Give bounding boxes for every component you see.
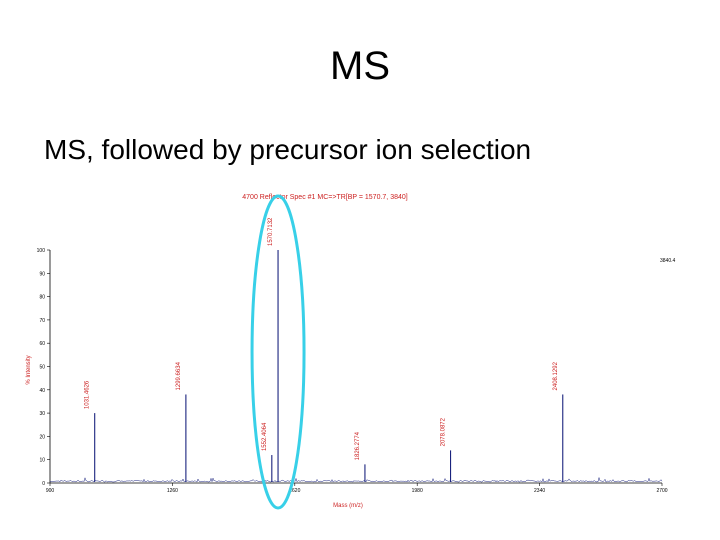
peak-label: 1826.2774 — [355, 431, 361, 460]
peak-label: 2408.1292 — [553, 361, 559, 390]
peak-label: 1031.4626 — [85, 380, 91, 409]
y-axis-label: % Intensity — [26, 355, 32, 384]
precursor-selection-ellipse — [250, 194, 306, 510]
slide-title: MS — [330, 44, 390, 88]
y-tick-label: 0 — [42, 481, 45, 487]
intensity-max-label: 3840.4 — [660, 258, 676, 264]
peak-label: 1299.6634 — [176, 361, 182, 390]
y-tick-label: 30 — [39, 411, 45, 417]
x-tick-label: 900 — [46, 488, 55, 494]
y-tick-label: 50 — [39, 365, 45, 371]
baseline-trace — [49, 476, 663, 483]
y-tick-label: 20 — [39, 434, 45, 440]
bullet-text: MS, followed by precursor ion selection — [44, 134, 532, 165]
y-tick-label: 60 — [39, 341, 45, 347]
y-tick-label: 70 — [39, 318, 45, 324]
y-tick-label: 10 — [39, 458, 45, 464]
peak-label: 2078.0872 — [441, 417, 447, 446]
y-tick-label: 90 — [39, 271, 45, 277]
x-tick-label: 1620 — [289, 488, 300, 494]
peak-label: 1552.4064 — [262, 422, 268, 451]
x-tick-label: 2700 — [656, 488, 667, 494]
chart-title: 4700 Reflector Spec #1 MC=>TR[BP = 1570.… — [242, 194, 408, 201]
y-tick-label: 80 — [39, 295, 45, 301]
y-tick-label: 40 — [39, 388, 45, 394]
peak-label: 1570.7132 — [268, 217, 274, 246]
x-tick-label: 1980 — [412, 488, 423, 494]
x-axis-label: Mass (m/z) — [333, 503, 363, 509]
x-tick-label: 2340 — [534, 488, 545, 494]
y-tick-label: 100 — [37, 248, 46, 254]
x-tick-label: 1260 — [167, 488, 178, 494]
